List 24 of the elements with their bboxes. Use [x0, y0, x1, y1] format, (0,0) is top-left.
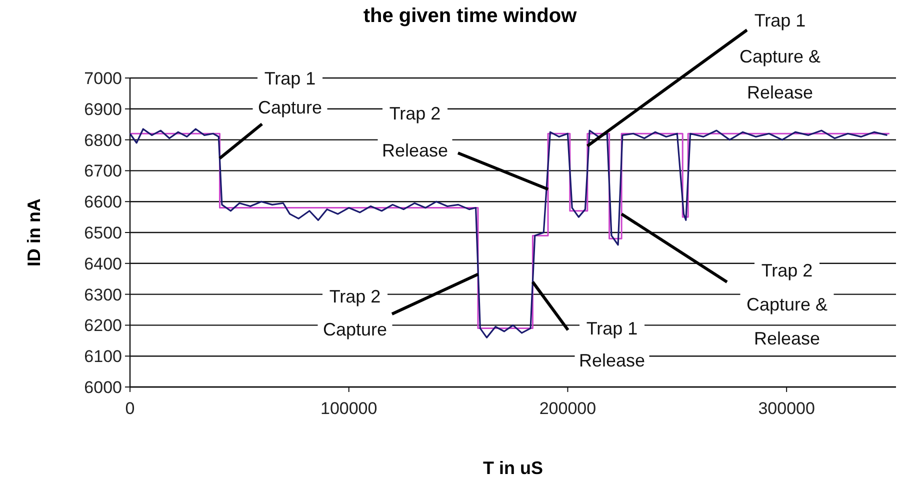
- y-tick-label: 6000: [84, 378, 122, 397]
- x-tick-label: 100000: [320, 399, 378, 418]
- chart-title: the given time window: [363, 5, 578, 27]
- annotation: Trap 1 Capture & Release: [739, 10, 821, 102]
- y-tick-label: 6400: [84, 254, 122, 274]
- y-tick-label: 6100: [84, 347, 122, 366]
- y-tick-label: 6900: [84, 100, 122, 119]
- y-tick-label: 6200: [84, 316, 122, 336]
- annotation: Trap 2 Capture & Release: [746, 260, 828, 348]
- x-tick-label: 0: [125, 399, 135, 418]
- y-axis-title: ID in nA: [24, 198, 44, 266]
- y-tick-label: 6700: [84, 162, 122, 181]
- y-tick-label: 6500: [84, 223, 122, 242]
- x-axis-title: T in uS: [483, 458, 543, 478]
- annotation: Trap 2 Release: [382, 103, 448, 160]
- annotation: Trap 1 Capture: [258, 68, 322, 118]
- y-tick-label: 7000: [84, 68, 122, 88]
- annotation: Trap 2 Capture: [322, 286, 388, 340]
- y-tick-label: 6800: [84, 130, 122, 150]
- x-tick-label: 200000: [539, 399, 596, 418]
- x-tick-label: 300000: [758, 399, 815, 418]
- y-tick-label: 6300: [84, 285, 122, 304]
- annotation: Trap 1 Release: [578, 318, 646, 370]
- y-tick-label: 6600: [84, 192, 122, 212]
